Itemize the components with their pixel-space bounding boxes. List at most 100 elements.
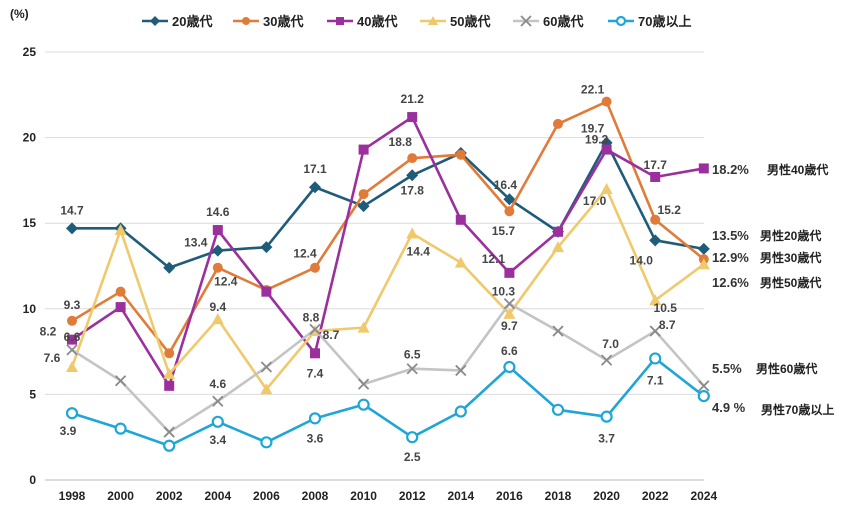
legend-label: 20歳代 — [172, 14, 212, 29]
end-value-label: 12.6% — [712, 275, 749, 290]
data-point-stroke — [520, 15, 532, 27]
data-point-stroke — [649, 325, 661, 337]
data-point — [650, 171, 661, 182]
data-point — [406, 363, 418, 375]
data-point — [114, 375, 127, 387]
data-point — [211, 244, 224, 257]
data-label: 14.0 — [630, 253, 654, 267]
end-series-label: 男性60歳代 — [756, 361, 817, 376]
data-label: 8.7 — [659, 318, 676, 332]
data-point — [503, 298, 516, 310]
data-label: 19.7 — [581, 122, 605, 136]
data-point — [163, 439, 176, 452]
data-label: 16.4 — [494, 178, 518, 192]
end-series-label: 男性50歳代 — [760, 275, 821, 290]
data-point — [212, 225, 223, 236]
x-tick-label: 2022 — [642, 489, 669, 503]
data-point — [455, 149, 466, 160]
data-point-stroke — [114, 375, 127, 387]
data-point — [407, 112, 418, 123]
series-line — [71, 115, 705, 388]
data-label: 9.3 — [64, 298, 81, 312]
series-line — [71, 302, 705, 434]
data-label: 14.6 — [206, 205, 230, 219]
data-label: 3.6 — [307, 431, 324, 445]
data-point — [357, 378, 370, 390]
data-point-stroke — [309, 323, 321, 335]
data-label: 7.1 — [647, 373, 664, 387]
data-point — [553, 226, 563, 237]
data-label: 19.3 — [585, 133, 609, 147]
data-point — [66, 344, 78, 356]
data-point — [406, 431, 419, 444]
data-point — [406, 227, 419, 239]
data-point — [212, 262, 223, 273]
legend-label: 50歳代 — [450, 14, 490, 29]
data-label: 17.0 — [583, 194, 607, 208]
y-tick-label: 20 — [23, 131, 37, 145]
data-point — [503, 307, 516, 319]
x-tick-label: 2016 — [496, 489, 523, 503]
data-label: 14.4 — [407, 244, 431, 258]
data-label: 15.7 — [492, 224, 516, 238]
data-point — [261, 286, 272, 297]
data-point — [309, 181, 321, 194]
data-label: 15.2 — [658, 203, 682, 217]
data-point — [551, 403, 565, 416]
x-tick-label: 2024 — [690, 489, 717, 503]
data-point — [601, 144, 612, 155]
x-tick-label: 2004 — [204, 489, 231, 503]
data-label: 10.5 — [654, 301, 678, 315]
data-label: 4.6 — [209, 377, 226, 391]
data-label: 13.4 — [184, 236, 208, 250]
series-line — [72, 141, 705, 270]
data-point — [697, 258, 710, 270]
data-point — [260, 241, 273, 254]
data-point — [697, 242, 710, 255]
data-point — [503, 360, 516, 374]
end-series-label: 男性70歳以上 — [761, 402, 834, 417]
data-label: 22.1 — [581, 83, 605, 97]
data-point — [260, 436, 273, 449]
data-point — [66, 222, 78, 235]
data-point-stroke — [163, 426, 175, 438]
legend-label: 60歳代 — [543, 14, 583, 29]
data-label: 7.0 — [602, 337, 619, 351]
data-point — [698, 163, 709, 174]
data-point — [260, 383, 273, 395]
data-point — [150, 16, 160, 26]
x-tick-label: 2018 — [545, 489, 572, 503]
x-tick-label: 2020 — [593, 489, 620, 503]
data-label: 7.4 — [307, 366, 324, 380]
data-point — [649, 234, 662, 247]
end-value-label: 5.5% — [712, 361, 742, 376]
data-point — [358, 189, 369, 200]
data-point-stroke — [260, 361, 273, 373]
data-point — [649, 325, 661, 337]
data-point — [357, 200, 370, 213]
legend: 20歳代 30歳代 40歳代 50歳代 60歳代 70歳以上 — [142, 14, 691, 29]
x-tick-label: 1998 — [59, 489, 86, 503]
data-point — [115, 302, 126, 313]
data-point — [163, 426, 175, 438]
data-point — [358, 144, 369, 155]
series-60歳代 — [66, 298, 710, 438]
data-label: 3.7 — [598, 432, 615, 446]
data-point — [552, 241, 564, 253]
data-label: 6.6 — [501, 344, 518, 358]
data-point — [164, 380, 175, 391]
data-point — [309, 323, 321, 335]
data-point — [65, 407, 79, 420]
data-point — [308, 412, 322, 425]
data-point — [455, 364, 467, 377]
data-point — [455, 214, 466, 225]
data-point — [553, 118, 563, 129]
data-point-stroke — [212, 395, 224, 407]
data-label: 6.6 — [64, 330, 81, 344]
x-tick-label: 2014 — [447, 489, 474, 503]
y-tick-label: 5 — [29, 387, 36, 401]
data-point — [114, 224, 127, 236]
series-50歳代 — [66, 182, 710, 395]
data-label: 8.8 — [303, 310, 320, 324]
